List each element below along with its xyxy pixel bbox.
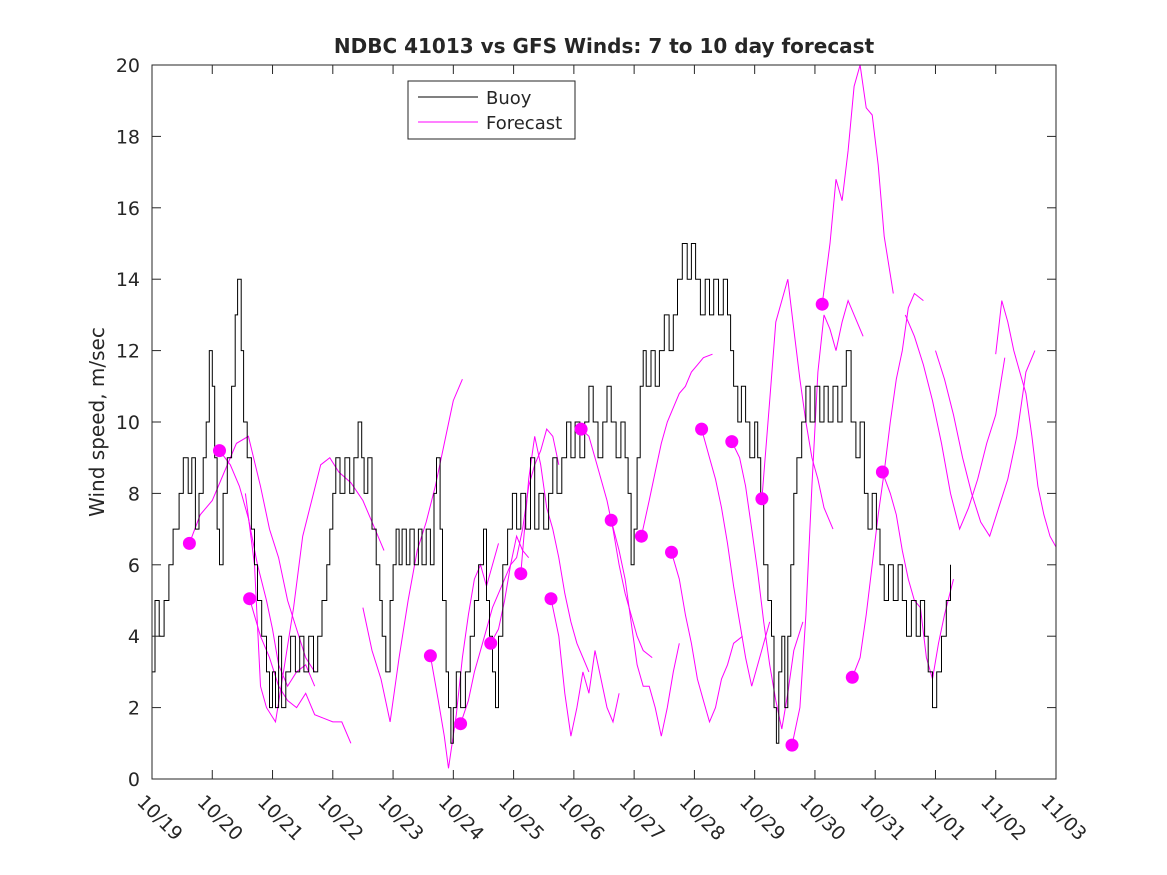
forecast-start-marker: [574, 422, 588, 436]
y-tick-label: 4: [128, 626, 140, 648]
y-tick-label: 20: [116, 55, 140, 77]
forecast-start-marker: [665, 545, 678, 559]
forecast-line: [881, 471, 954, 680]
forecast-line: [244, 456, 385, 724]
y-tick-label: 6: [128, 555, 140, 577]
forecast-start-marker: [875, 465, 889, 479]
forecast-start-marker: [634, 529, 648, 543]
forecast-line: [550, 598, 620, 737]
forecast-start-marker: [785, 738, 799, 752]
forecast-line: [731, 441, 804, 730]
y-axis-label: Wind speed, m/sec: [85, 327, 109, 517]
forecast-start-marker: [755, 492, 769, 506]
forecast-start-marker: [845, 670, 859, 684]
forecast-start-marker: [182, 536, 196, 550]
forecast-line: [362, 379, 463, 723]
forecast-line: [851, 292, 924, 678]
y-tick-label: 0: [128, 769, 140, 791]
forecast-start-marker: [815, 297, 829, 311]
forecast-line: [671, 552, 743, 724]
forecast-line: [821, 64, 894, 305]
y-tick-label: 2: [128, 698, 140, 720]
forecast-start-marker: [604, 513, 618, 527]
legend-buoy-label: Buoy: [486, 88, 532, 109]
forecast-start-marker: [243, 592, 257, 606]
forecast-start-marker: [514, 567, 528, 581]
forecast-start-marker: [213, 444, 226, 458]
forecast-start-marker: [484, 636, 498, 650]
y-tick-label: 8: [128, 483, 140, 505]
legend-box: [407, 80, 576, 140]
forecast-start-marker: [454, 717, 468, 731]
y-tick-label: 14: [116, 269, 140, 291]
buoy-series-group: [152, 243, 951, 744]
legend-forecast-label: Forecast: [486, 113, 562, 134]
forecast-line: [640, 353, 713, 537]
y-tick-label: 18: [116, 126, 140, 148]
forecast-line: [701, 428, 771, 687]
axes-box: [151, 64, 1057, 780]
buoy-line: [152, 243, 951, 744]
forecast-line: [249, 598, 352, 744]
forecast-start-marker: [725, 435, 739, 449]
y-tick-label: 12: [116, 341, 140, 363]
y-tick-label: 10: [116, 412, 140, 434]
forecast-line: [188, 435, 316, 673]
forecast-line: [761, 279, 834, 530]
forecast-start-marker: [544, 592, 558, 606]
forecast-line: [219, 450, 316, 688]
forecast-line: [791, 299, 864, 746]
forecast-markers-group: [182, 297, 889, 752]
forecast-line: [610, 520, 680, 737]
forecast-line: [904, 314, 1006, 531]
y-tick-label: 16: [116, 198, 140, 220]
forecast-start-marker: [695, 422, 709, 436]
chart-title: NDBC 41013 vs GFS Winds: 7 to 10 day for…: [334, 34, 875, 58]
forecast-line: [935, 350, 1036, 538]
forecast-start-marker: [423, 649, 437, 663]
legend: Buoy Forecast: [407, 80, 576, 140]
forecast-line: [429, 543, 499, 769]
forecast-line: [995, 300, 1057, 549]
plot-content: [152, 64, 1057, 769]
forecast-line: [520, 436, 590, 673]
forecast-line: [580, 428, 653, 658]
forecast-line: [460, 534, 530, 724]
